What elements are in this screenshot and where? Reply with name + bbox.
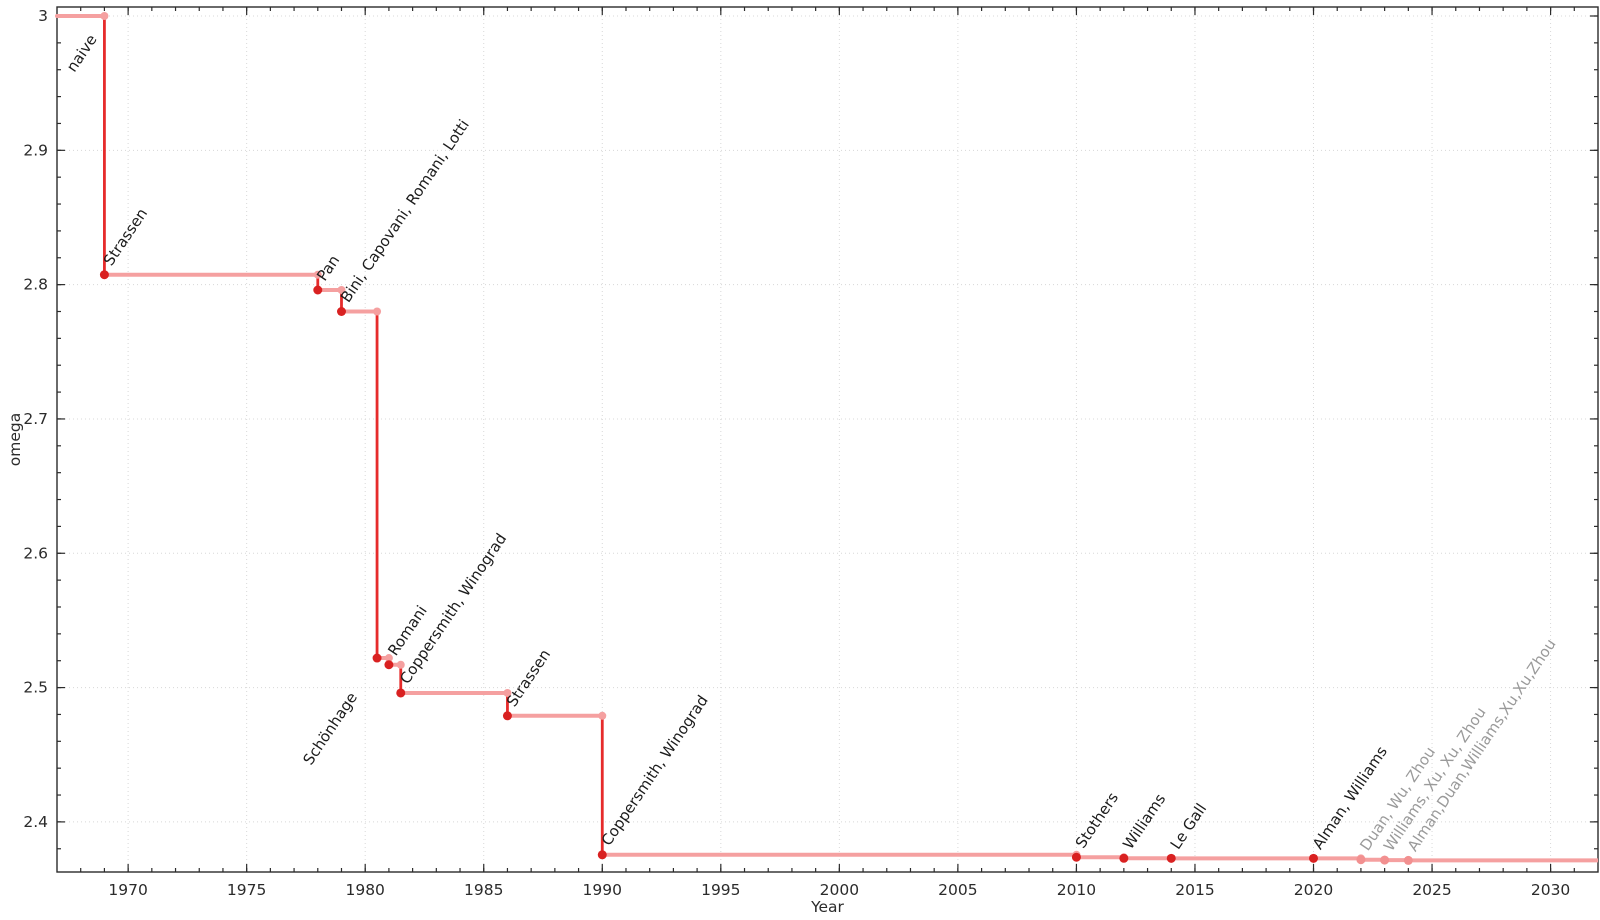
x-tick-label: 1985	[464, 881, 503, 899]
data-point	[372, 653, 382, 663]
y-tick-label: 2.9	[23, 141, 48, 159]
x-tick-label: 1970	[108, 881, 147, 899]
x-tick-label: 2005	[938, 881, 977, 899]
x-tick-label: 2025	[1412, 881, 1451, 899]
x-tick-label: 1990	[583, 881, 622, 899]
y-axis-title: omega	[6, 413, 24, 466]
data-point	[1403, 855, 1413, 865]
data-point	[1380, 855, 1390, 865]
gridlines	[57, 7, 1598, 872]
x-tick-label: 2010	[1057, 881, 1096, 899]
plateau-end-point	[337, 286, 346, 295]
data-point	[1309, 853, 1319, 863]
x-tick-labels: 1970 1975 1980 1985 1990 1995 2000 2005 2010 2015…	[108, 881, 1570, 899]
data-point	[1119, 853, 1129, 863]
value-points	[99, 270, 1413, 865]
y-tick-label: 2.8	[23, 276, 48, 294]
plateau-end-point	[396, 660, 405, 669]
x-tick-label: 2015	[1175, 881, 1214, 899]
x-axis-title: Year	[810, 898, 844, 916]
data-point	[336, 306, 346, 316]
plateau-end-point	[313, 270, 322, 279]
data-point	[502, 711, 512, 721]
plot-frame	[56, 6, 1599, 873]
data-point	[99, 270, 109, 280]
data-point	[313, 285, 323, 295]
x-tick-label: 1980	[345, 881, 384, 899]
plateau-end-point	[100, 11, 109, 20]
data-point	[597, 850, 607, 860]
x-tick-label: 2000	[820, 881, 859, 899]
data-point	[384, 660, 394, 670]
y-tick-label: 2.5	[23, 679, 48, 697]
plateau-end-point	[384, 654, 393, 663]
plateau-segments	[55, 13, 1598, 863]
x-tick-label: 1975	[227, 881, 266, 899]
y-tick-label: 2.6	[23, 544, 48, 562]
data-point	[1071, 852, 1081, 862]
data-point	[396, 688, 406, 698]
x-tick-label: 1995	[701, 881, 740, 899]
x-tick-label: 2020	[1294, 881, 1333, 899]
y-tick-label: 2.7	[23, 410, 48, 428]
plateau-end-point	[373, 307, 382, 316]
x-tick-label: 2030	[1531, 881, 1570, 899]
plateau-end-point	[598, 711, 607, 720]
data-point	[1356, 855, 1366, 865]
y-tick-labels: 2.4 2.5 2.6 2.7 2.8 2.9 3	[23, 7, 48, 831]
plateau-end-point	[503, 688, 512, 697]
data-point	[1166, 853, 1176, 863]
y-tick-label: 3	[38, 7, 48, 25]
y-tick-label: 2.4	[23, 813, 48, 831]
